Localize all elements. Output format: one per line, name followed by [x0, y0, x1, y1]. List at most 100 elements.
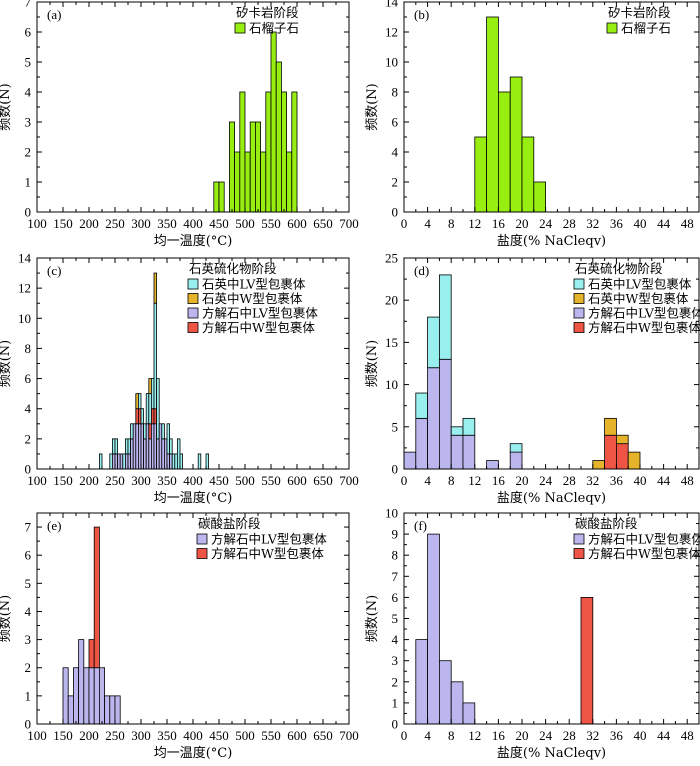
x-tick-label: 100 — [27, 473, 47, 488]
y-tick-label: 0 — [25, 205, 32, 220]
y-tick-label: 0 — [392, 717, 399, 732]
bar — [403, 451, 417, 470]
y-tick-label: 2 — [392, 175, 399, 190]
x-tick-label: 12 — [468, 473, 481, 488]
panel-tag: (f) — [414, 518, 427, 533]
x-tick-label: 48 — [681, 216, 694, 231]
bar — [462, 434, 476, 470]
bar — [153, 272, 157, 304]
bar — [533, 181, 546, 213]
y-tick-label: 7 — [25, 0, 32, 10]
bar — [78, 639, 85, 725]
y-tick-label: 4 — [25, 401, 32, 416]
x-tick-label: 250 — [105, 473, 125, 488]
y-tick-label: 3 — [25, 632, 32, 647]
x-tick-label: 700 — [339, 473, 359, 488]
bar — [275, 61, 282, 213]
y-tick-label: 10 — [385, 55, 398, 70]
chart-panel: 100 150 200 250 300 350 400 450 500 550 600 650 700 0… — [0, 0, 359, 249]
bar — [616, 443, 629, 470]
bar — [169, 438, 173, 455]
legend: 石英硫化物阶段石英中LV型包裹体石英中W型包裹体方解石中LV型包裹体方解石中W型… — [573, 261, 700, 335]
x-tick-label: 600 — [287, 728, 307, 743]
x-tick-label: 24 — [539, 728, 553, 743]
bar — [67, 695, 74, 725]
legend-swatch — [573, 293, 585, 304]
bar — [474, 136, 487, 213]
x-tick-label: 28 — [563, 728, 576, 743]
y-tick-label: 8 — [25, 341, 32, 356]
x-tick-label: 400 — [183, 216, 203, 231]
y-tick-label: 8 — [392, 548, 399, 563]
bar — [427, 316, 440, 369]
bar — [93, 526, 100, 669]
bar — [260, 151, 267, 213]
legend-entry: 石英中LV型包裹体 — [202, 277, 306, 292]
x-tick-label: 0 — [401, 728, 408, 743]
legend-swatch — [187, 322, 199, 333]
panel-tag: (c) — [47, 263, 61, 278]
x-axis-label: 盐度(% NaCleqv) — [497, 745, 606, 761]
x-axis-label: 盐度(% NaCleqv) — [497, 233, 606, 249]
bar — [228, 121, 235, 213]
x-tick-label: 32 — [586, 216, 599, 231]
x-tick-label: 0 — [401, 216, 408, 231]
x-tick-label: 20 — [516, 728, 529, 743]
legend-entry: 方解石中LV型包裹体 — [588, 306, 700, 321]
y-tick-label: 4 — [25, 85, 32, 100]
x-axis-label: 盐度(% NaCleqv) — [497, 490, 606, 506]
bar — [286, 151, 293, 213]
x-tick-label: 550 — [261, 216, 281, 231]
x-tick-label: 250 — [105, 728, 125, 743]
y-tick-label: 6 — [392, 590, 399, 605]
x-tick-label: 650 — [313, 216, 333, 231]
x-tick-label: 100 — [27, 216, 47, 231]
x-tick-label: 200 — [79, 216, 99, 231]
bar — [415, 417, 428, 470]
x-tick-label: 16 — [492, 473, 506, 488]
legend-swatch — [196, 533, 208, 545]
bar — [62, 667, 69, 725]
y-tick-label: 2 — [392, 674, 399, 689]
bar — [234, 151, 241, 213]
legend-entry: 方解石中W型包裹体 — [202, 320, 315, 335]
legend-entry: 石英中W型包裹体 — [588, 291, 689, 306]
x-tick-label: 700 — [339, 728, 359, 743]
x-tick-label: 500 — [235, 728, 255, 743]
bar — [604, 434, 617, 470]
x-tick-label: 350 — [157, 473, 177, 488]
y-tick-label: 6 — [25, 548, 32, 563]
legend-entry: 石英中LV型包裹体 — [588, 277, 692, 292]
y-tick-label: 12 — [385, 25, 398, 40]
bar — [427, 367, 440, 470]
x-tick-label: 32 — [586, 473, 599, 488]
legend-swatch — [187, 307, 199, 319]
y-tick-label: 0 — [25, 717, 32, 732]
bar — [249, 121, 256, 213]
x-tick-label: 4 — [424, 728, 431, 743]
bar-group — [213, 31, 298, 213]
x-tick-label: 700 — [339, 216, 359, 231]
plot-frame — [36, 1, 350, 213]
panel-tag: (b) — [414, 7, 429, 22]
x-tick-label: 44 — [657, 473, 671, 488]
x-tick-label: 20 — [516, 216, 529, 231]
bar — [140, 408, 144, 425]
bar — [254, 121, 261, 213]
x-tick-label: 8 — [448, 473, 455, 488]
chart-panel: 100 150 200 250 300 350 400 450 500 550 600 650 700 0… — [0, 251, 359, 507]
x-tick-label: 400 — [183, 473, 203, 488]
x-tick-label: 650 — [313, 728, 333, 743]
panel-tag: (e) — [47, 518, 61, 533]
bar — [509, 76, 523, 213]
bar — [218, 181, 225, 213]
y-tick-label: 4 — [25, 604, 32, 619]
bar — [462, 702, 476, 725]
y-tick-label: 8 — [392, 85, 399, 100]
bar — [156, 378, 160, 440]
legend-title: 矽卡岩阶段 — [608, 5, 671, 20]
bar — [114, 438, 118, 455]
bar — [497, 91, 511, 213]
